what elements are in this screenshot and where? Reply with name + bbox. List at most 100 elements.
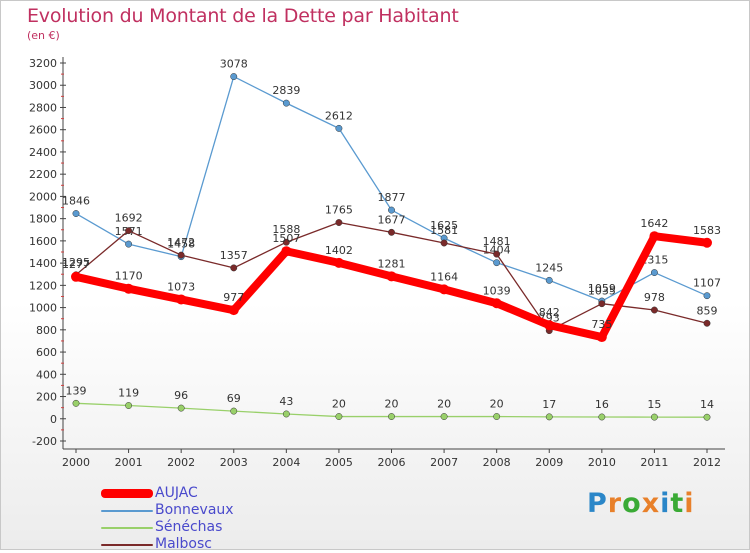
data-point-bonnevaux: [125, 240, 133, 248]
data-label-malbosc: 978: [644, 291, 665, 304]
legend-item-snchas: Sénéchas: [101, 519, 234, 536]
data-label-snchas: 14: [700, 398, 714, 411]
chart-title: Evolution du Montant de la Dette par Hab…: [27, 5, 459, 27]
data-label-aujac: 842: [539, 306, 560, 319]
legend-label: Bonnevaux: [155, 502, 234, 518]
x-tick-label: 2003: [220, 456, 248, 469]
data-label-aujac: 1642: [640, 217, 668, 230]
proxiti-logo: Proxiti: [587, 488, 695, 519]
data-point-bonnevaux: [335, 124, 343, 132]
data-point-snchas: [230, 407, 238, 415]
data-label-bonnevaux: 1877: [378, 191, 406, 204]
y-tick-label: -200: [32, 435, 57, 448]
legend-item-bonnevaux: Bonnevaux: [101, 502, 234, 519]
data-label-aujac: 1170: [115, 270, 143, 283]
data-label-snchas: 43: [279, 395, 293, 408]
data-label-snchas: 20: [385, 398, 399, 411]
data-point-malbosc: [125, 227, 133, 235]
data-label-aujac: 1507: [272, 232, 300, 245]
y-tick-label: 200: [36, 391, 57, 404]
data-point-bonnevaux: [703, 292, 711, 300]
y-tick-label: 2200: [29, 168, 57, 181]
legend-swatch: [101, 489, 153, 498]
y-tick-label: 0: [50, 413, 57, 426]
data-label-bonnevaux: 2612: [325, 109, 353, 122]
legend-swatch: [101, 526, 153, 529]
data-label-aujac: 735: [591, 318, 612, 331]
y-tick-label: 400: [36, 368, 57, 381]
data-point-malbosc: [230, 264, 238, 272]
x-tick-label: 2009: [535, 456, 563, 469]
data-label-aujac: 1281: [378, 257, 406, 270]
x-tick-label: 2001: [115, 456, 143, 469]
data-point-snchas: [282, 410, 290, 418]
chart-legend: AUJAC Bonnevaux Sénéchas Malbosc: [101, 485, 234, 553]
data-point-bonnevaux: [230, 73, 238, 81]
data-point-malbosc: [703, 319, 711, 327]
data-point-bonnevaux: [72, 210, 80, 217]
data-point-aujac: [71, 271, 81, 282]
data-point-aujac: [439, 284, 450, 295]
data-point-aujac: [596, 332, 607, 343]
logo-letter: i: [684, 488, 695, 519]
legend-swatch: [101, 543, 153, 546]
data-point-aujac: [702, 237, 712, 248]
legend-label: Malbosc: [155, 536, 212, 552]
data-label-bonnevaux: 2839: [272, 84, 300, 97]
data-point-bonnevaux: [493, 259, 501, 267]
data-point-snchas: [703, 413, 711, 421]
y-tick-label: 1200: [29, 279, 57, 292]
data-label-malbosc: 1481: [483, 235, 511, 248]
logo-letter: r: [607, 488, 623, 519]
y-tick-label: 1600: [29, 235, 57, 248]
legend-swatch: [101, 509, 153, 512]
data-label-aujac: 1039: [483, 284, 511, 297]
y-tick-label: 3200: [29, 57, 57, 70]
data-label-snchas: 16: [595, 398, 609, 411]
data-label-snchas: 96: [174, 389, 188, 402]
data-label-aujac: 1402: [325, 244, 353, 257]
data-point-snchas: [598, 413, 606, 421]
data-label-aujac: 977: [223, 291, 244, 304]
data-label-snchas: 15: [647, 398, 661, 411]
x-tick-label: 2006: [378, 456, 406, 469]
data-point-snchas: [650, 413, 658, 421]
data-label-snchas: 20: [490, 398, 504, 411]
data-point-malbosc: [650, 306, 658, 314]
y-tick-label: 2800: [29, 101, 57, 114]
data-point-snchas: [177, 404, 185, 412]
data-point-malbosc: [388, 228, 395, 236]
logo-letter: x: [641, 488, 661, 519]
data-point-malbosc: [598, 300, 606, 308]
data-label-malbosc: 1035: [588, 285, 616, 298]
chart-subtitle: (en €): [27, 29, 60, 42]
x-tick-label: 2011: [640, 456, 668, 469]
legend-label: AUJAC: [155, 485, 198, 501]
data-label-bonnevaux: 1059: [588, 282, 616, 295]
data-point-bonnevaux: [545, 276, 553, 284]
x-tick-label: 2005: [325, 456, 353, 469]
logo-letter: P: [587, 488, 608, 519]
data-label-malbosc: 1692: [115, 212, 143, 225]
y-tick-label: 1000: [29, 302, 57, 315]
data-point-aujac: [281, 246, 292, 257]
y-tick-label: 2400: [29, 146, 57, 159]
data-point-aujac: [228, 305, 239, 316]
x-tick-label: 2002: [167, 456, 195, 469]
data-label-bonnevaux: 3078: [220, 58, 248, 71]
data-point-snchas: [388, 413, 395, 420]
data-label-bonnevaux: 1625: [430, 219, 458, 232]
data-label-malbosc: 859: [697, 304, 718, 317]
data-label-aujac: 1277: [62, 258, 90, 271]
data-point-snchas: [545, 413, 553, 421]
legend-label: Sénéchas: [155, 519, 223, 535]
data-label-bonnevaux: 1107: [693, 277, 721, 290]
data-point-snchas: [493, 413, 501, 420]
y-tick-label: 600: [36, 346, 57, 359]
data-label-malbosc: 1588: [272, 223, 300, 236]
data-label-bonnevaux: 1846: [62, 195, 90, 208]
x-tick-label: 2010: [588, 456, 616, 469]
x-tick-label: 2000: [62, 456, 90, 469]
